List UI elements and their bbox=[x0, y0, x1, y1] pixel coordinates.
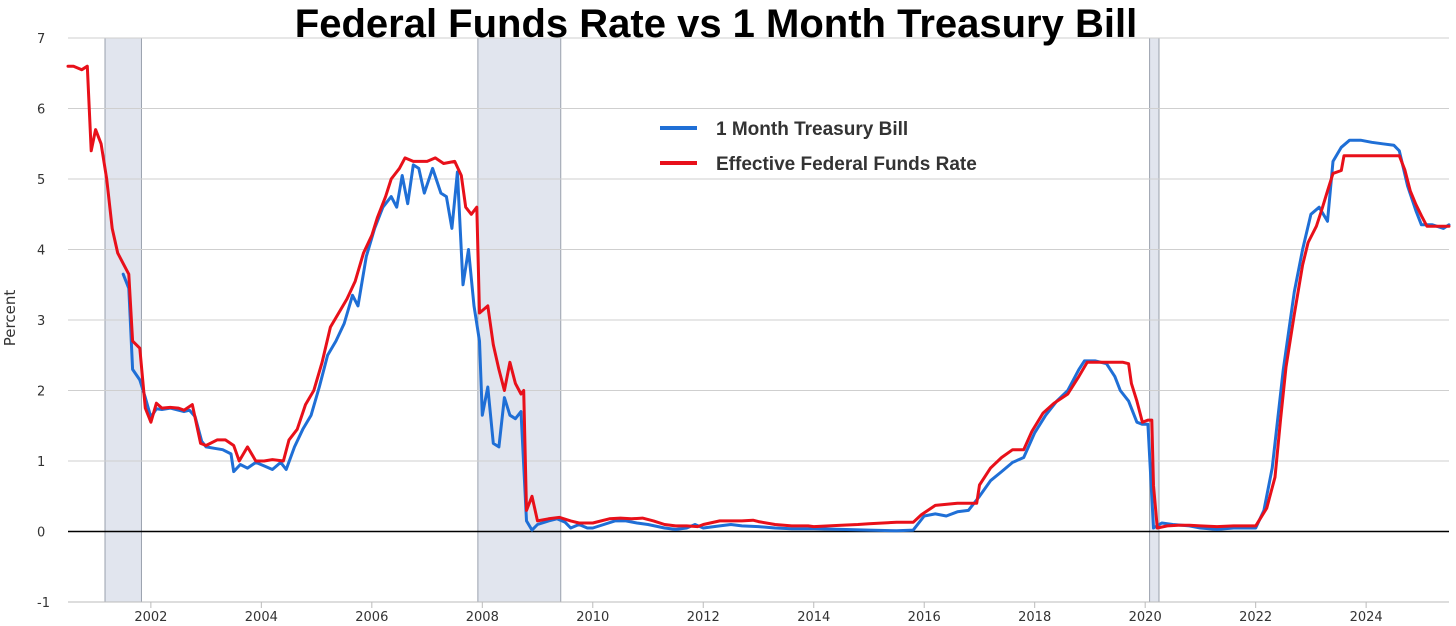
series-line-tbill bbox=[121, 138, 1451, 533]
y-axis-label: Percent bbox=[1, 290, 19, 347]
y-tick-label-3: 3 bbox=[37, 314, 45, 329]
legend: 1 Month Treasury Bill Effective Federal … bbox=[660, 119, 977, 175]
x-tick-label-2016: 2016 bbox=[908, 610, 941, 625]
y-tick-label--1: -1 bbox=[37, 596, 50, 611]
x-axis: 2002 2004 2006 2008 2010 2012 2014 2016 2018 2020… bbox=[68, 601, 1449, 625]
x-tick-label-2024: 2024 bbox=[1350, 610, 1383, 625]
x-tick-label-2006: 2006 bbox=[355, 610, 388, 625]
legend-label-tbill: 1 Month Treasury Bill bbox=[716, 119, 908, 140]
x-tick-label-2012: 2012 bbox=[687, 610, 720, 625]
y-tick-label-2: 2 bbox=[37, 385, 45, 400]
y-tick-label-7: 7 bbox=[37, 32, 45, 47]
y-tick-label-6: 6 bbox=[37, 103, 45, 118]
x-tick-label-2014: 2014 bbox=[797, 610, 830, 625]
y-tick-label-4: 4 bbox=[37, 244, 45, 259]
x-tick-label-2020: 2020 bbox=[1129, 610, 1162, 625]
y-tick-label-5: 5 bbox=[37, 173, 45, 188]
y-axis: -1 0 1 2 3 4 5 6 7 bbox=[37, 32, 50, 611]
y-tick-label-0: 0 bbox=[37, 526, 45, 541]
grid-lines bbox=[68, 37, 1449, 462]
x-tick-label-2018: 2018 bbox=[1018, 610, 1051, 625]
y-tick-label-1: 1 bbox=[37, 455, 45, 470]
series-lines bbox=[66, 64, 1451, 533]
x-tick-label-2004: 2004 bbox=[245, 610, 278, 625]
x-tick-label-2022: 2022 bbox=[1239, 610, 1272, 625]
x-tick-label-2008: 2008 bbox=[466, 610, 499, 625]
legend-label-effr: Effective Federal Funds Rate bbox=[716, 154, 977, 175]
x-tick-label-2010: 2010 bbox=[576, 610, 609, 625]
x-tick-label-2002: 2002 bbox=[134, 610, 167, 625]
series-line-effr bbox=[66, 64, 1451, 530]
chart-title: Federal Funds Rate vs 1 Month Treasury B… bbox=[295, 2, 1137, 46]
